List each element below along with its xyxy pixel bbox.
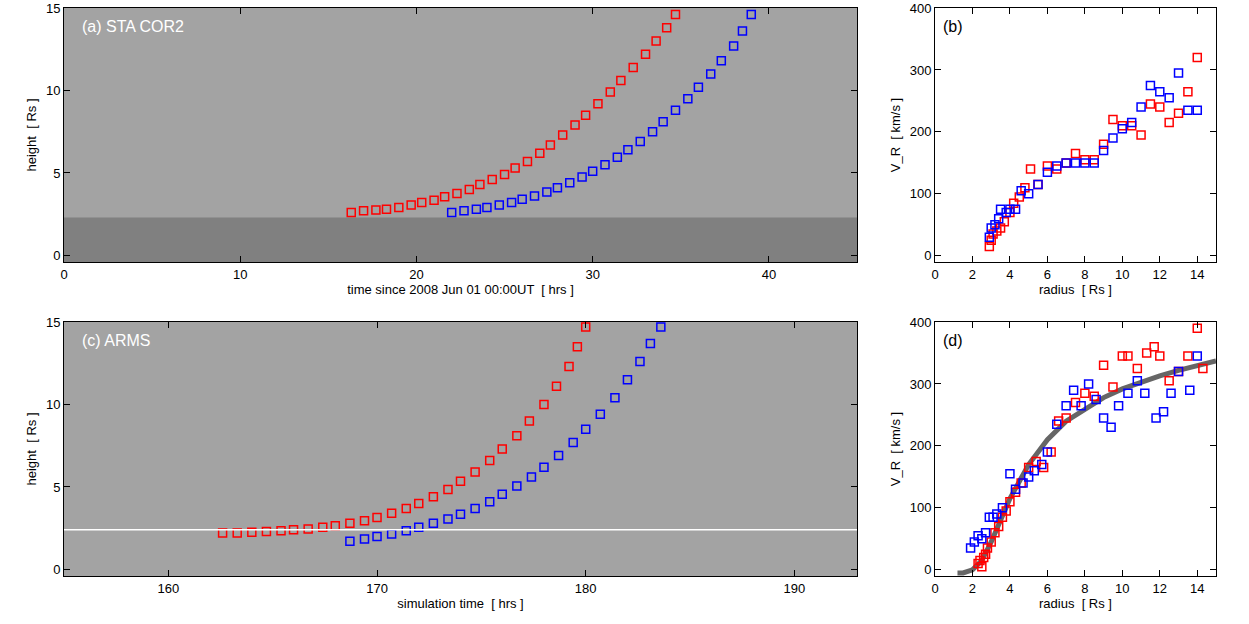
svg-text:radius [ Rs ]: radius [ Rs ]	[1039, 596, 1112, 611]
svg-text:300: 300	[910, 377, 932, 392]
svg-text:height [ Rs ]: height [ Rs ]	[24, 99, 39, 172]
svg-text:10: 10	[1115, 581, 1129, 596]
svg-text:10: 10	[46, 397, 60, 412]
svg-text:0: 0	[60, 267, 67, 282]
svg-text:12: 12	[1153, 267, 1167, 282]
svg-text:180: 180	[575, 581, 597, 596]
svg-text:30: 30	[585, 267, 599, 282]
svg-text:200: 200	[910, 438, 932, 453]
svg-text:400: 400	[910, 1, 932, 16]
svg-text:10: 10	[233, 267, 247, 282]
svg-text:(a) STA COR2: (a) STA COR2	[82, 18, 184, 35]
svg-text:5: 5	[53, 165, 60, 180]
svg-text:4: 4	[1006, 581, 1013, 596]
svg-text:300: 300	[910, 62, 932, 77]
svg-text:100: 100	[910, 500, 932, 515]
svg-text:time since 2008 Jun 01 00:00UT: time since 2008 Jun 01 00:00UT [ hrs ]	[347, 282, 574, 297]
svg-text:200: 200	[910, 124, 932, 139]
svg-text:190: 190	[784, 581, 806, 596]
svg-text:4: 4	[1006, 267, 1013, 282]
svg-text:12: 12	[1153, 581, 1167, 596]
svg-text:400: 400	[910, 315, 932, 330]
svg-text:8: 8	[1081, 267, 1088, 282]
svg-text:40: 40	[762, 267, 776, 282]
svg-text:14: 14	[1190, 267, 1204, 282]
svg-text:radius [ Rs ]: radius [ Rs ]	[1039, 282, 1112, 297]
svg-text:170: 170	[366, 581, 388, 596]
svg-text:160: 160	[157, 581, 179, 596]
svg-text:100: 100	[910, 186, 932, 201]
svg-text:(b): (b)	[943, 18, 963, 35]
svg-text:0: 0	[931, 267, 938, 282]
svg-text:2: 2	[969, 267, 976, 282]
svg-text:0: 0	[53, 562, 60, 577]
svg-text:simulation time [ hrs ]: simulation time [ hrs ]	[397, 596, 523, 611]
svg-text:0: 0	[53, 248, 60, 263]
svg-text:0: 0	[924, 248, 931, 263]
svg-text:15: 15	[46, 315, 60, 330]
svg-text:V_R [ km/s ]: V_R [ km/s ]	[888, 412, 903, 486]
svg-text:10: 10	[1115, 267, 1129, 282]
svg-text:V_R [ km/s ]: V_R [ km/s ]	[888, 98, 903, 172]
svg-text:20: 20	[409, 267, 423, 282]
svg-text:(d): (d)	[943, 332, 963, 349]
svg-text:6: 6	[1044, 267, 1051, 282]
svg-text:15: 15	[46, 1, 60, 16]
svg-text:0: 0	[931, 581, 938, 596]
svg-text:8: 8	[1081, 581, 1088, 596]
svg-text:10: 10	[46, 83, 60, 98]
svg-text:14: 14	[1190, 581, 1204, 596]
svg-text:5: 5	[53, 479, 60, 494]
svg-text:(c) ARMS: (c) ARMS	[82, 332, 150, 349]
svg-text:2: 2	[969, 581, 976, 596]
svg-text:6: 6	[1044, 581, 1051, 596]
svg-text:0: 0	[924, 562, 931, 577]
svg-text:height [ Rs ]: height [ Rs ]	[24, 413, 39, 486]
